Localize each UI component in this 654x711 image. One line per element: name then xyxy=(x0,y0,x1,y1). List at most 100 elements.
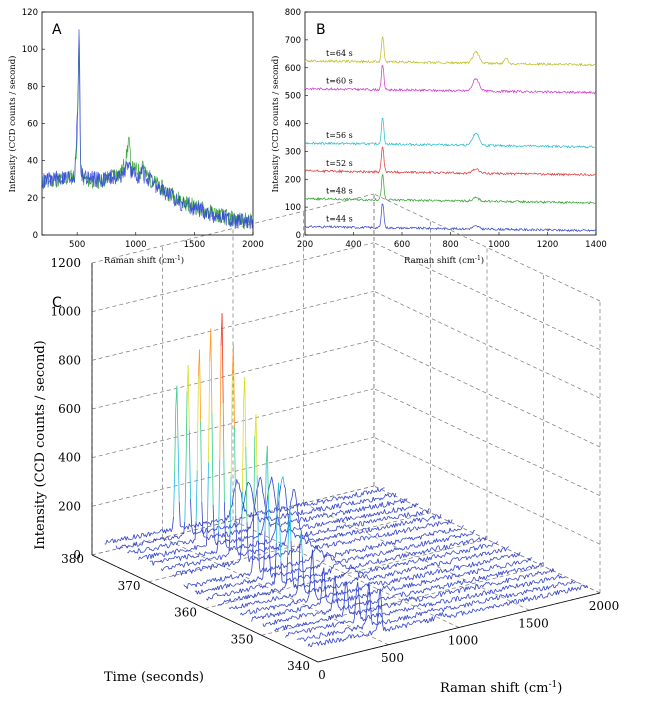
panel-c-trace-segment xyxy=(229,607,232,609)
panel-c-trace-segment xyxy=(374,535,376,537)
panel-c-trace-segment xyxy=(382,512,384,515)
panel-c-trace-segment xyxy=(368,615,371,619)
panel-c-trace-segment xyxy=(450,597,453,602)
panel-c-trace-segment xyxy=(359,563,362,566)
panel-c-trace-segment xyxy=(255,540,258,546)
panel-c-trace-segment xyxy=(466,612,469,615)
panel-c-trace-segment xyxy=(155,547,157,549)
panel-c-trace-segment xyxy=(399,625,401,628)
panel-c-trace-segment xyxy=(302,512,305,515)
panel-c-trace-segment xyxy=(297,511,300,520)
panel-c-trace-segment xyxy=(221,313,224,404)
panel-c-trace-segment xyxy=(362,556,365,560)
panel-c-trace-segment xyxy=(365,545,367,550)
panel-c-trace-segment xyxy=(132,542,135,548)
panel-c-trace-segment xyxy=(372,631,374,633)
panel-c-trace-segment xyxy=(220,576,223,582)
panel-c-trace-segment xyxy=(264,601,267,604)
panel-c-trace-segment xyxy=(289,593,292,597)
panel-c-trace-segment xyxy=(349,557,352,560)
panel-c-trace-segment xyxy=(349,495,351,498)
panel-c-trace-segment xyxy=(372,621,374,625)
panel-c-trace-segment xyxy=(295,624,298,627)
panel-c-trace-segment xyxy=(383,581,386,585)
panel-c-trace-segment xyxy=(313,604,316,607)
panel-c-trace-segment xyxy=(422,533,425,536)
panel-c-trace-segment xyxy=(549,592,551,595)
panel-c-trace-segment xyxy=(298,512,301,515)
panel-c-trace-segment xyxy=(493,582,496,585)
panel-c-trace-segment xyxy=(378,512,381,516)
panel-c-trace-segment xyxy=(395,562,398,568)
panel-c-trace-segment xyxy=(465,581,468,583)
panel-c-trace-segment xyxy=(397,625,400,629)
panel-c-trace-segment xyxy=(380,535,383,538)
panel-c-trace-segment xyxy=(459,580,462,585)
panel-c-trace-segment xyxy=(576,587,579,591)
panel-c-trace-segment xyxy=(139,549,142,553)
panel-c-trace-segment xyxy=(266,606,268,609)
panel-c-trace-segment xyxy=(552,568,555,572)
panel-c-trace-segment xyxy=(384,506,386,508)
panel-c-trace-segment xyxy=(439,599,442,604)
panel-c-trace-segment xyxy=(543,586,546,591)
panel-c-trace-segment xyxy=(344,549,347,554)
panel-c-trace-segment xyxy=(351,604,354,609)
panel-c-trace-segment xyxy=(332,614,335,619)
panel-c-trace-segment xyxy=(243,554,245,557)
panel-c-trace-segment xyxy=(419,544,421,547)
panel-c-trace-segment xyxy=(518,551,521,557)
panel-c-trace-segment xyxy=(277,627,280,631)
panel-c-trace-segment xyxy=(204,589,207,592)
panel-c-trace-segment xyxy=(359,635,362,637)
panel-c-trace-segment xyxy=(344,559,347,563)
panel-c-trace-segment xyxy=(150,532,153,535)
panel-c-trace-segment xyxy=(485,591,488,595)
panel-c-trace-segment xyxy=(360,509,363,512)
panel-c-trace-segment xyxy=(412,590,415,593)
panel-c-trace-segment xyxy=(523,583,525,588)
panel-c-trace-segment xyxy=(279,619,282,623)
panel-c-trace-segment xyxy=(373,630,375,632)
panel-c-trace-segment xyxy=(304,574,307,579)
panel-c-trace-segment xyxy=(287,523,290,558)
panel-c-trace-segment xyxy=(406,562,409,565)
panel-c-trace-segment xyxy=(370,528,373,532)
panel-c-trace-segment xyxy=(502,603,505,607)
panel-c-trace-segment xyxy=(165,550,168,555)
panel-c-trace-segment xyxy=(362,490,365,496)
panel-c-trace-segment xyxy=(369,553,372,556)
panel-c-trace-segment xyxy=(488,544,490,546)
panel-c-trace-segment xyxy=(230,504,233,508)
panel-c-trace-segment xyxy=(475,539,478,541)
panel-c-trace-segment xyxy=(182,549,184,551)
panel-c-trace-segment xyxy=(426,564,428,570)
panel-c-trace-segment xyxy=(289,577,292,583)
panel-c-trace-segment xyxy=(280,613,283,615)
panel-c-trace-segment xyxy=(189,568,191,572)
panel-c-trace-segment xyxy=(398,529,401,532)
panel-c-trace-segment xyxy=(148,531,151,537)
panel-c-back-grid xyxy=(91,485,375,556)
panel-c-trace-segment xyxy=(440,569,443,573)
panel-c-grid xyxy=(91,193,601,663)
panel-c-trace-segment xyxy=(114,539,117,543)
panel-c-trace-segment xyxy=(315,538,318,543)
panel-c-trace-segment xyxy=(172,565,174,568)
panel-c-trace-segment xyxy=(234,598,236,600)
panel-c-trace-segment xyxy=(348,608,351,614)
panel-c-trace-segment xyxy=(410,591,413,593)
panel-c-trace-segment xyxy=(292,519,295,522)
panel-c-trace-segment xyxy=(268,607,270,610)
panel-c-trace-segment xyxy=(392,620,394,623)
panel-c-trace-segment xyxy=(368,499,371,503)
panel-c-trace-segment xyxy=(463,549,465,551)
panel-c-trace-segment xyxy=(265,557,268,559)
panel-c-trace-segment xyxy=(253,545,256,547)
panel-c-trace-segment xyxy=(334,575,337,592)
panel-c-trace-segment xyxy=(517,567,520,570)
panel-c-trace-segment xyxy=(367,491,370,495)
panel-c-trace-segment xyxy=(399,603,401,606)
panel-c-trace-segment xyxy=(431,616,434,622)
panel-c-trace-segment xyxy=(420,552,423,555)
